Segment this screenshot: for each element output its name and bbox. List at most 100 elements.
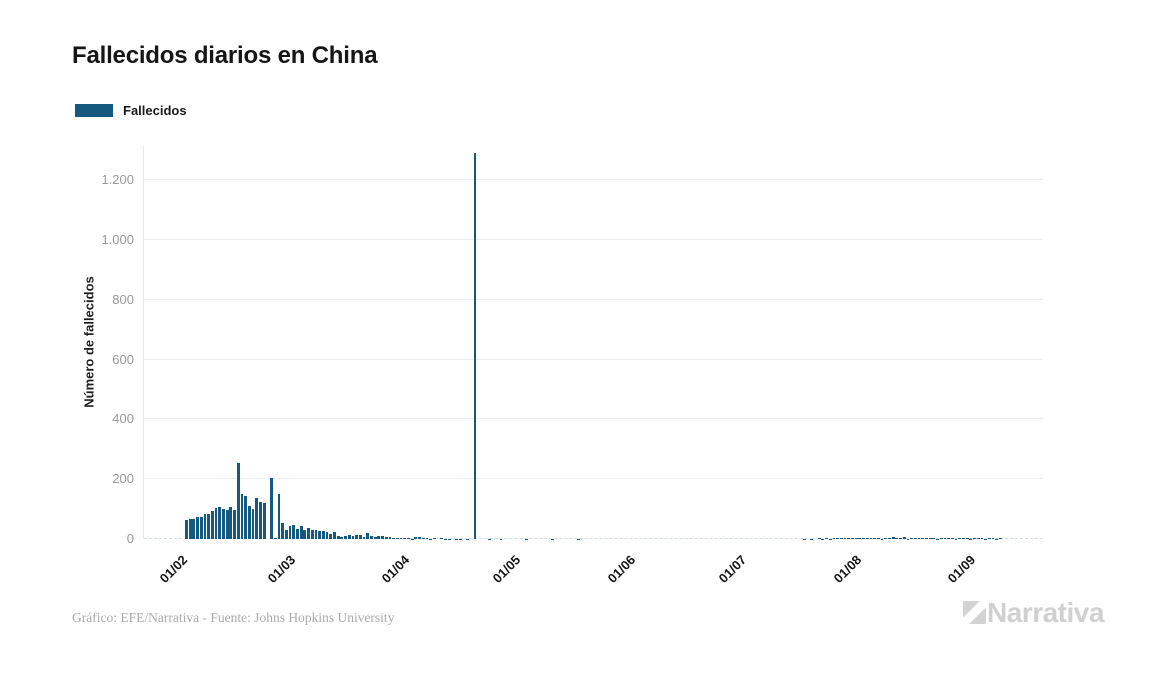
bar[interactable] — [858, 538, 862, 539]
bar[interactable] — [902, 537, 906, 539]
bar[interactable] — [203, 514, 207, 539]
bar[interactable] — [421, 537, 425, 539]
bar[interactable] — [370, 535, 373, 539]
bar[interactable] — [403, 537, 407, 539]
bar[interactable] — [873, 537, 877, 539]
bar[interactable] — [377, 536, 381, 539]
bar[interactable] — [284, 530, 288, 539]
bar[interactable] — [296, 528, 299, 539]
bar[interactable] — [340, 536, 344, 539]
bar[interactable] — [440, 538, 444, 539]
bar[interactable] — [251, 509, 255, 539]
bar[interactable] — [925, 537, 928, 539]
bar[interactable] — [299, 526, 303, 539]
bar[interactable] — [303, 529, 307, 539]
bar[interactable] — [366, 533, 370, 539]
bar[interactable] — [395, 537, 399, 539]
bar[interactable] — [240, 493, 244, 539]
bar[interactable] — [932, 538, 936, 539]
bar[interactable] — [292, 524, 296, 539]
bar[interactable] — [950, 538, 954, 539]
bar[interactable] — [891, 537, 895, 539]
bar[interactable] — [958, 538, 962, 539]
bar[interactable] — [392, 537, 396, 539]
bar[interactable] — [962, 538, 965, 539]
bar[interactable] — [899, 538, 902, 539]
bar[interactable] — [247, 506, 251, 539]
bar[interactable] — [965, 538, 969, 539]
bar[interactable] — [321, 530, 325, 539]
bar[interactable] — [281, 523, 285, 539]
bar[interactable] — [388, 537, 392, 539]
bar[interactable] — [310, 529, 314, 539]
bar[interactable] — [236, 463, 240, 539]
bar[interactable] — [185, 519, 188, 539]
bar[interactable] — [825, 538, 828, 539]
bar[interactable] — [336, 535, 340, 539]
bar[interactable] — [244, 496, 248, 539]
bar[interactable] — [854, 538, 858, 539]
bar[interactable] — [384, 536, 388, 539]
bar[interactable] — [399, 537, 403, 539]
bar[interactable] — [947, 537, 951, 539]
bar[interactable] — [314, 530, 318, 539]
bar[interactable] — [888, 537, 891, 539]
bar[interactable] — [255, 498, 259, 539]
bar[interactable] — [307, 527, 310, 539]
bar[interactable] — [210, 510, 214, 539]
bar[interactable] — [414, 536, 418, 539]
bar[interactable] — [262, 503, 266, 539]
bar[interactable] — [347, 535, 351, 539]
bar[interactable] — [832, 538, 836, 539]
bar[interactable] — [373, 536, 377, 539]
bar[interactable] — [928, 537, 932, 539]
bar[interactable] — [843, 538, 847, 539]
bar[interactable] — [233, 510, 236, 539]
bar[interactable] — [225, 510, 229, 539]
bar[interactable] — [943, 538, 947, 539]
bar[interactable] — [229, 506, 233, 539]
bar[interactable] — [318, 530, 322, 539]
bar[interactable] — [910, 537, 914, 539]
bar[interactable] — [288, 525, 292, 539]
bar[interactable] — [865, 538, 869, 539]
bar[interactable] — [980, 538, 984, 539]
bar[interactable] — [351, 536, 355, 539]
bar[interactable] — [876, 538, 880, 539]
bar[interactable] — [862, 538, 865, 539]
bar[interactable] — [362, 536, 366, 539]
bar[interactable] — [329, 533, 333, 539]
bar[interactable] — [273, 538, 277, 539]
bar[interactable] — [847, 538, 851, 539]
bar[interactable] — [418, 537, 421, 539]
bar[interactable] — [913, 537, 917, 539]
bar[interactable] — [895, 537, 899, 539]
bar[interactable] — [277, 494, 281, 539]
bar[interactable] — [270, 477, 273, 539]
bar[interactable] — [921, 538, 925, 539]
bar[interactable] — [214, 507, 218, 539]
bar[interactable] — [973, 538, 976, 539]
bar[interactable] — [222, 508, 225, 539]
bar[interactable] — [333, 532, 336, 539]
bar[interactable] — [851, 537, 854, 539]
bar[interactable] — [987, 538, 991, 539]
bar[interactable] — [817, 538, 821, 539]
bar[interactable] — [192, 518, 196, 539]
bar[interactable] — [358, 535, 362, 539]
bar[interactable] — [218, 507, 222, 539]
bar[interactable] — [407, 538, 410, 539]
bar[interactable] — [259, 501, 262, 539]
bar[interactable] — [473, 153, 477, 539]
bar[interactable] — [917, 537, 921, 539]
bar[interactable] — [839, 538, 843, 539]
bar[interactable] — [199, 516, 203, 539]
bar[interactable] — [432, 538, 436, 539]
bar[interactable] — [836, 538, 840, 539]
legend[interactable]: Fallecidos — [75, 103, 187, 118]
bar[interactable] — [355, 535, 359, 539]
bar[interactable] — [188, 519, 192, 539]
bar[interactable] — [884, 537, 888, 539]
bar[interactable] — [939, 538, 943, 539]
bar[interactable] — [869, 538, 873, 539]
